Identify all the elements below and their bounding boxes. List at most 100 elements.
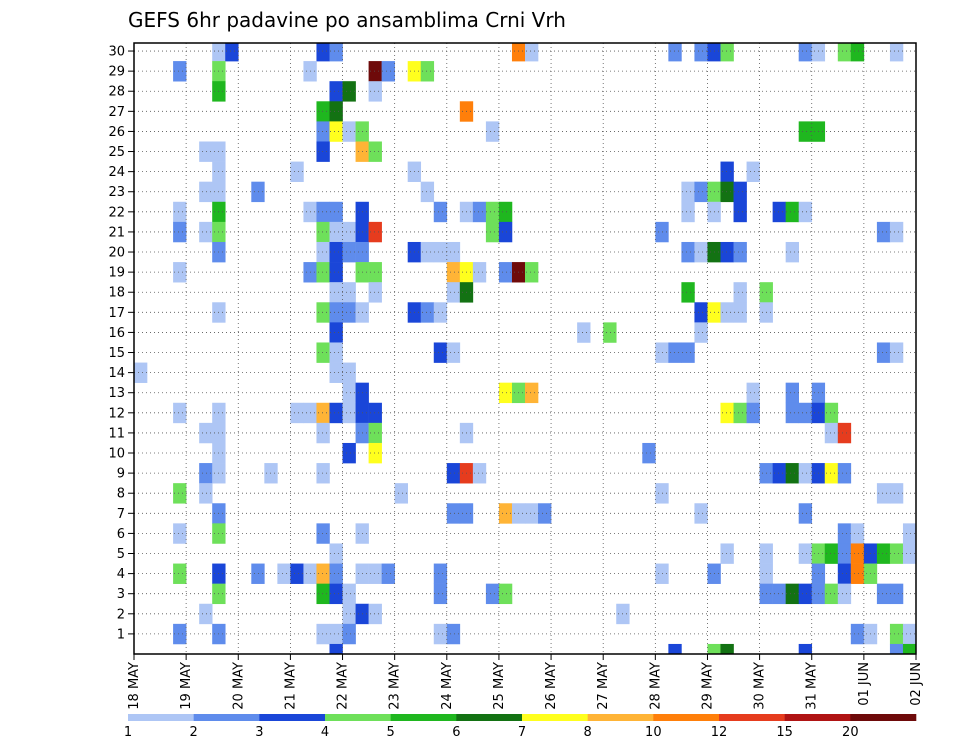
y-tick-label: 25 <box>108 145 125 160</box>
y-tick-label: 5 <box>117 547 125 562</box>
heatmap-cell <box>538 503 552 524</box>
y-tick-label: 22 <box>108 205 125 220</box>
heatmap-cell <box>329 201 343 223</box>
heatmap-cell <box>329 643 343 655</box>
x-tick-label: 26 MAY <box>544 662 559 710</box>
heatmap-cell <box>694 503 708 524</box>
heatmap-cell <box>798 402 813 424</box>
heatmap-cell <box>368 422 382 444</box>
heatmap-cell <box>824 583 839 605</box>
heatmap-cell <box>485 121 500 142</box>
heatmap-cell <box>173 201 187 223</box>
x-tick-label: 27 MAY <box>596 662 611 710</box>
heatmap-cell <box>316 43 330 62</box>
heatmap-cell <box>668 43 682 62</box>
heatmap-cell <box>199 221 213 243</box>
heatmap-cell <box>889 623 904 645</box>
heatmap-cell <box>785 241 799 263</box>
heatmap-cell <box>720 543 734 564</box>
heatmap-cell <box>394 483 408 504</box>
legend-swatch <box>784 714 851 721</box>
heatmap-cell <box>316 121 330 142</box>
heatmap-cell <box>498 503 513 524</box>
heatmap-cell <box>316 241 330 263</box>
heatmap-cell <box>733 241 747 263</box>
heatmap-cell <box>173 262 187 283</box>
heatmap-cell <box>329 563 343 584</box>
heatmap-cell <box>485 201 500 223</box>
heatmap-cell <box>902 643 917 655</box>
heatmap-cell <box>498 583 513 605</box>
y-tick-label: 16 <box>108 326 125 341</box>
heatmap-cell <box>368 262 382 283</box>
heatmap-cell <box>199 422 213 444</box>
heatmap-cell <box>420 302 435 323</box>
heatmap-cell <box>746 402 760 424</box>
legend-swatch <box>522 714 588 721</box>
heatmap-cell <box>329 402 343 424</box>
heatmap-cell <box>798 583 813 605</box>
heatmap-cell <box>342 221 356 243</box>
heatmap-cell <box>642 442 656 464</box>
y-tick-label: 12 <box>108 406 125 421</box>
heatmap-cell <box>329 623 343 645</box>
heatmap-cell <box>329 282 343 303</box>
x-tick-label: 01 JUN <box>857 662 872 706</box>
heatmap-cell <box>668 342 682 363</box>
heatmap-cell <box>316 422 330 444</box>
legend-tick-label: 4 <box>321 725 329 740</box>
heatmap-cell <box>485 583 500 605</box>
heatmap-cells <box>134 43 917 655</box>
heatmap-cell <box>368 81 382 102</box>
heatmap-cell <box>225 43 239 62</box>
heatmap-cell <box>446 503 461 524</box>
heatmap-cell <box>681 282 695 303</box>
heatmap-cell <box>837 43 852 62</box>
heatmap-cell <box>681 241 695 263</box>
legend-tick-label: 1 <box>124 725 132 740</box>
legend-tick-label: 15 <box>776 725 793 740</box>
heatmap-cell <box>433 342 448 363</box>
heatmap-cell <box>342 402 356 424</box>
heatmap-cell <box>212 43 226 62</box>
heatmap-cell <box>785 463 799 484</box>
y-tick-label: 11 <box>108 426 125 441</box>
heatmap-cell <box>368 603 382 625</box>
heatmap-cell <box>772 201 786 223</box>
heatmap-cell <box>798 201 813 223</box>
legend-swatch <box>259 714 326 721</box>
y-tick-label: 18 <box>108 286 125 301</box>
heatmap-cell <box>329 362 343 383</box>
heatmap-cell <box>134 362 148 383</box>
heatmap-cell <box>498 262 513 283</box>
heatmap-cell <box>316 402 330 424</box>
legend-tick-label: 3 <box>255 725 263 740</box>
heatmap-cell <box>342 603 356 625</box>
heatmap-cell <box>173 483 187 504</box>
heatmap-cell <box>720 241 734 263</box>
heatmap-cell <box>681 181 695 203</box>
legend-tick-label: 5 <box>387 725 395 740</box>
x-tick-label: 29 MAY <box>700 662 715 710</box>
heatmap-cell <box>694 181 708 203</box>
heatmap-cell <box>837 523 852 544</box>
heatmap-cell <box>342 121 356 142</box>
heatmap-cell <box>446 282 461 303</box>
heatmap-cell <box>342 282 356 303</box>
heatmap-cell <box>199 483 213 504</box>
heatmap-cell <box>316 221 330 243</box>
y-tick-label: 1 <box>117 627 125 642</box>
y-tick-label: 19 <box>108 266 125 281</box>
heatmap-cell <box>733 181 747 203</box>
heatmap-cell <box>433 302 448 323</box>
heatmap-cell <box>433 623 448 645</box>
heatmap-cell <box>199 181 213 203</box>
legend-swatch <box>587 714 654 721</box>
heatmap-cell <box>733 201 747 223</box>
heatmap-cell <box>525 43 539 62</box>
heatmap-cell <box>173 402 187 424</box>
heatmap-cell <box>368 141 382 162</box>
heatmap-cell <box>889 43 904 62</box>
x-tick-label: 22 MAY <box>336 662 351 710</box>
